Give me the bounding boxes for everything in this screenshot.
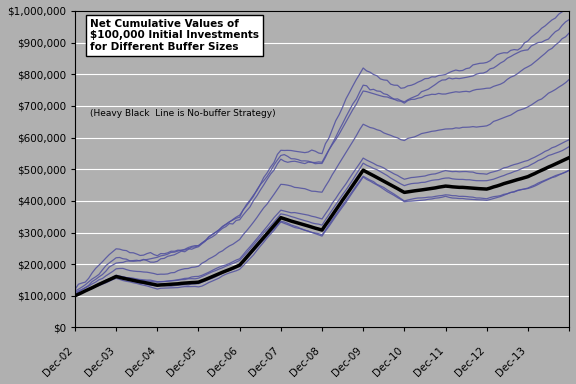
Text: Dec-02: Dec-02 <box>41 345 75 378</box>
Text: Dec-09: Dec-09 <box>330 345 363 378</box>
Text: Dec-08: Dec-08 <box>289 345 322 378</box>
Text: Dec-07: Dec-07 <box>248 345 281 378</box>
Text: (Heavy Black  Line is No-buffer Strategy): (Heavy Black Line is No-buffer Strategy) <box>90 109 275 118</box>
Text: Dec-03: Dec-03 <box>83 345 116 378</box>
Text: Dec-11: Dec-11 <box>412 345 445 378</box>
Text: Dec-06: Dec-06 <box>206 345 240 378</box>
Text: Dec-05: Dec-05 <box>165 345 199 378</box>
Text: Dec-13: Dec-13 <box>495 345 528 378</box>
Text: Net Cumulative Values of
$100,000 Initial Investments
for Different Buffer Sizes: Net Cumulative Values of $100,000 Initia… <box>90 19 259 52</box>
Text: Dec-10: Dec-10 <box>371 345 404 378</box>
Text: Dec-12: Dec-12 <box>453 345 487 378</box>
Text: Dec-04: Dec-04 <box>124 345 157 378</box>
